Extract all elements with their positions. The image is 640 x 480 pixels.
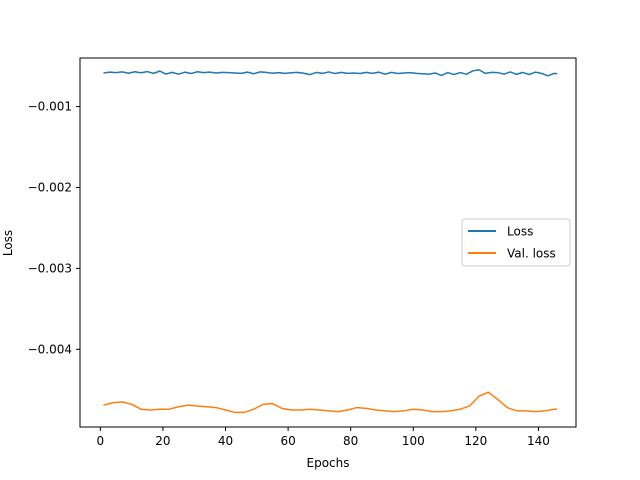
x-tick-label: 20 [155,434,170,448]
x-axis: 0 20 40 60 80 100 120 140 [97,427,550,448]
x-tick-label: 80 [343,434,358,448]
y-tick-label: −0.002 [28,180,72,194]
x-tick-label: 100 [402,434,425,448]
y-tick-label: −0.003 [28,261,72,275]
legend: Loss Val. loss [461,218,571,267]
legend-label-loss: Loss [507,225,533,239]
x-tick-label: 0 [97,434,105,448]
series-line-val-loss [103,391,558,414]
legend-label-val-loss: Val. loss [507,247,556,261]
y-tick-label: −0.004 [28,342,72,356]
x-tick-label: 60 [280,434,295,448]
series-layer [103,68,558,414]
x-axis-label: Epochs [307,456,350,470]
plot-frame [79,57,577,428]
x-tick-label: 40 [218,434,233,448]
x-tick-label: 120 [464,434,487,448]
y-axis: −0.004 −0.003 −0.002 −0.001 [28,100,80,356]
y-tick-label: −0.001 [28,100,72,114]
series-line-loss [103,68,558,77]
x-tick-label: 140 [527,434,550,448]
y-axis-label: Loss [1,230,15,256]
